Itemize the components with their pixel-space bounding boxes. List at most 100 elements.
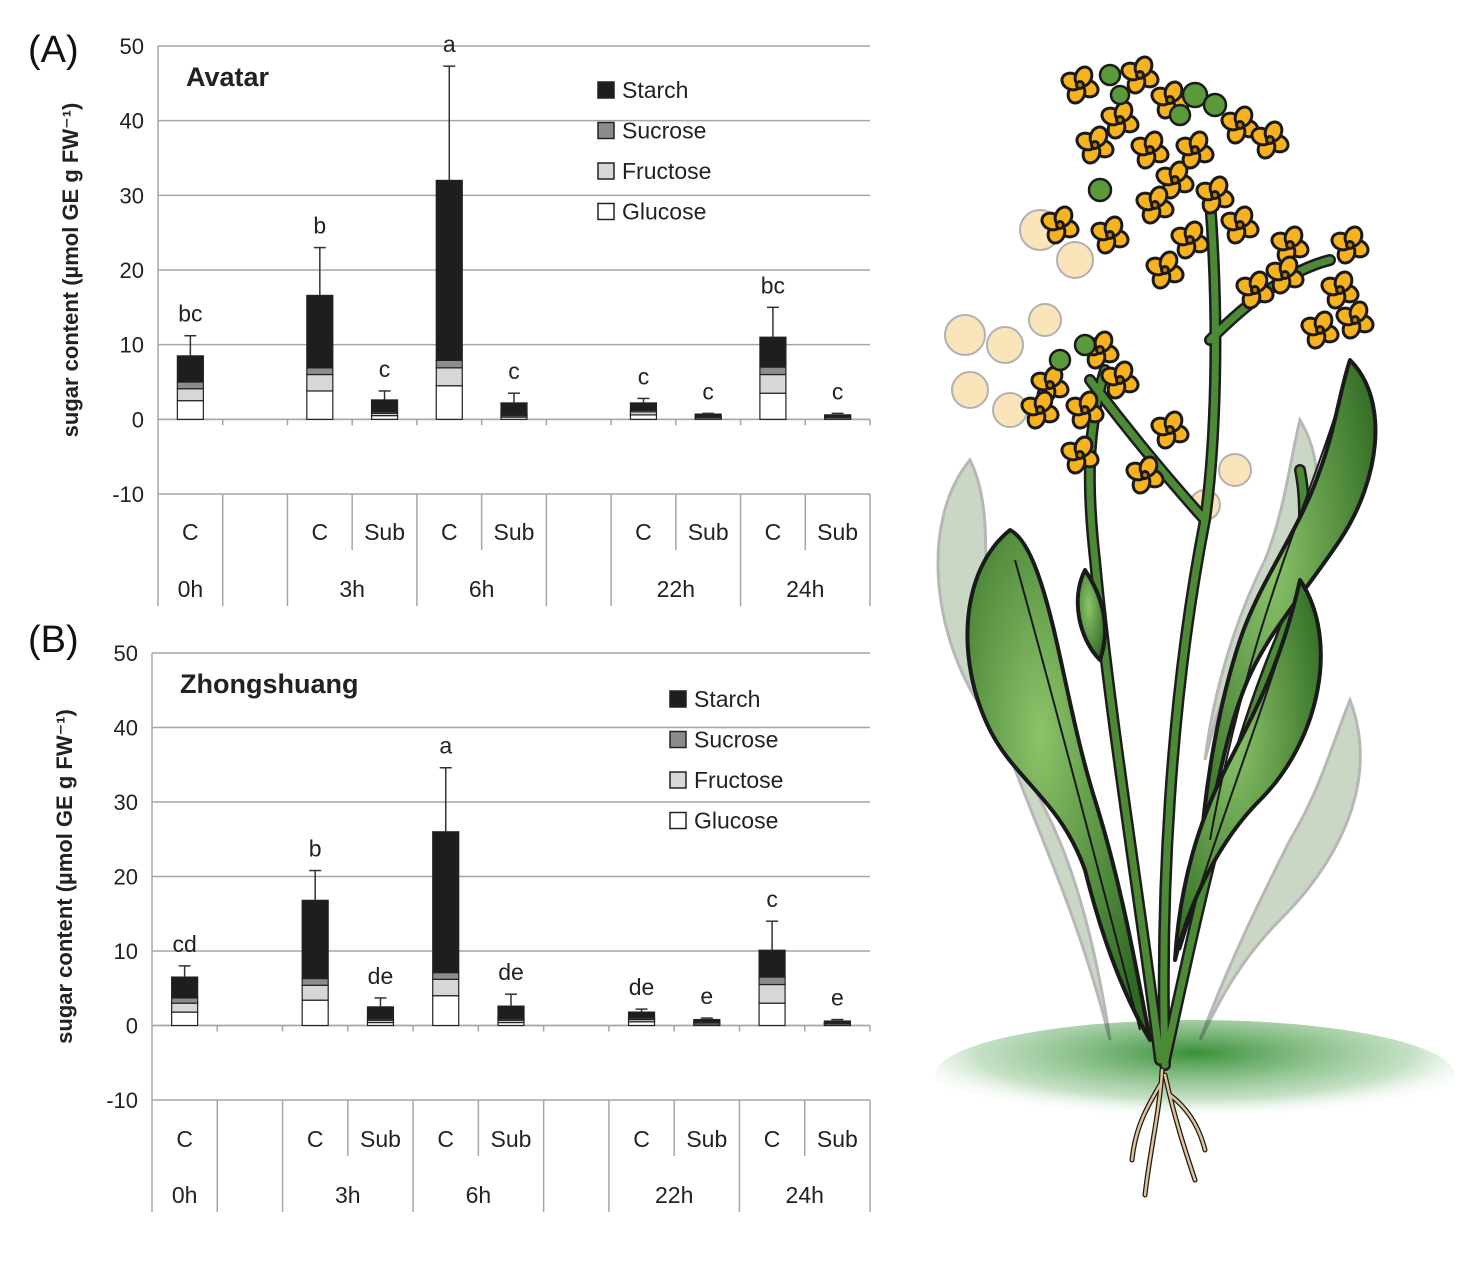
legend-swatch <box>597 202 615 221</box>
significance-label: c <box>766 886 778 912</box>
flower-icon <box>1090 215 1130 255</box>
y-tick-label: 40 <box>114 716 138 741</box>
x-time-label: 3h <box>335 1182 361 1208</box>
panel-label: (B) <box>28 619 79 661</box>
bar-segment-starch <box>824 414 852 417</box>
x-treatment-label: C <box>635 519 652 545</box>
y-tick-label: 10 <box>114 939 138 964</box>
flower-icon <box>1060 435 1100 475</box>
bar-segment-starch <box>176 355 204 383</box>
legend-swatch <box>597 81 615 99</box>
bar-segment-glucose <box>629 414 658 420</box>
flower-icon <box>1135 185 1175 225</box>
flower-icon <box>1220 105 1260 145</box>
bar-segment-glucose <box>758 1002 786 1027</box>
bar-segment-fructose <box>435 367 463 387</box>
flower-center <box>1075 80 1085 90</box>
bar-segment-glucose <box>306 390 334 420</box>
significance-label: de <box>368 963 394 989</box>
flower-center <box>1075 450 1085 460</box>
bar-segment-glucose <box>432 995 460 1027</box>
flower-icon <box>1120 55 1160 95</box>
x-treatment-label: Sub <box>360 1126 401 1152</box>
flower-center <box>1045 380 1055 390</box>
flower-icon <box>1320 270 1360 310</box>
bar-segment-starch <box>758 949 786 978</box>
y-tick-label: 50 <box>114 641 138 666</box>
significance-label: bc <box>178 301 202 327</box>
bar-segment-fructose <box>432 978 460 997</box>
legend-swatch <box>597 162 615 180</box>
flower-center <box>1315 325 1325 335</box>
bar-segment-starch <box>432 831 460 974</box>
flower-icon <box>1150 410 1190 450</box>
significance-label: e <box>831 985 844 1011</box>
bar-segment-glucose <box>176 400 204 420</box>
flower-center <box>1280 270 1290 280</box>
flower-icon <box>1330 225 1370 265</box>
bar-segment-sucrose <box>758 976 786 986</box>
x-time-label: 3h <box>339 576 365 602</box>
y-tick-label: 20 <box>120 258 144 283</box>
x-treatment-label: Sub <box>494 519 535 545</box>
flower-icon <box>1125 455 1165 495</box>
x-time-label: 22h <box>655 1182 693 1208</box>
flower-center <box>1165 425 1175 435</box>
bar-segment-glucose <box>301 999 329 1027</box>
legend-swatch <box>669 771 687 789</box>
x-treatment-label: C <box>764 1126 781 1152</box>
y-tick-label: 30 <box>114 790 138 815</box>
legend-label: Starch <box>622 77 688 103</box>
flower-center <box>1150 200 1160 210</box>
legend-label: Sucrose <box>622 118 706 144</box>
significance-label: de <box>498 959 524 985</box>
y-tick-label: 10 <box>120 333 144 358</box>
flower-icon <box>1020 390 1060 430</box>
x-treatment-label: C <box>312 519 329 545</box>
y-tick-label: -10 <box>112 482 144 507</box>
significance-label: e <box>700 983 713 1009</box>
bar-segment-starch <box>366 1006 395 1020</box>
legend-swatch <box>597 121 615 140</box>
x-treatment-label: C <box>176 1126 193 1152</box>
legend-label: Glucose <box>622 199 706 225</box>
significance-label: de <box>629 974 655 1000</box>
flower-center <box>1115 115 1125 125</box>
flower-icon <box>1265 255 1305 295</box>
bar-segment-starch <box>693 1018 721 1023</box>
legend-label: Glucose <box>694 808 778 834</box>
bar-segment-starch <box>629 402 658 411</box>
flower-center <box>1115 375 1125 385</box>
bar-segment-fructose <box>301 984 329 1001</box>
x-treatment-label: Sub <box>686 1126 727 1152</box>
flower-icon <box>1170 220 1210 260</box>
flower-center <box>1145 145 1155 155</box>
flower-icon <box>1335 300 1375 340</box>
bar-segment-sucrose <box>171 997 199 1004</box>
significance-label: c <box>832 378 844 404</box>
significance-label: b <box>313 213 326 239</box>
chart-title: Avatar <box>186 62 270 92</box>
x-treatment-label: C <box>437 1126 454 1152</box>
significance-label: c <box>702 378 714 404</box>
significance-label: a <box>443 31 456 57</box>
legend-label: Starch <box>694 686 760 712</box>
x-treatment-label: Sub <box>817 519 858 545</box>
flower-center <box>1105 230 1115 240</box>
chart-title: Zhongshuang <box>180 669 358 699</box>
flower-center <box>1345 240 1355 250</box>
x-treatment-label: C <box>182 519 199 545</box>
flower-icon <box>1130 130 1170 170</box>
flower-center <box>1250 285 1260 295</box>
legend-swatch <box>669 811 687 830</box>
x-time-label: 0h <box>172 1182 198 1208</box>
legend-swatch <box>669 690 687 708</box>
x-treatment-label: C <box>633 1126 650 1152</box>
flower-center <box>1235 220 1245 230</box>
y-tick-label: 0 <box>132 407 144 432</box>
x-time-label: 6h <box>466 1182 492 1208</box>
bar-segment-starch <box>500 402 528 416</box>
significance-label: cd <box>172 931 196 957</box>
bar-segment-glucose <box>435 385 463 420</box>
